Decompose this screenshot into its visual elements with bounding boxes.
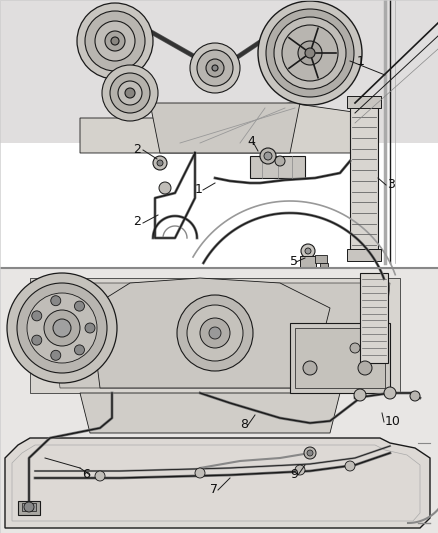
Circle shape <box>159 182 171 194</box>
Circle shape <box>111 37 119 45</box>
Circle shape <box>264 152 272 160</box>
Circle shape <box>305 248 311 254</box>
Circle shape <box>295 465 305 475</box>
Circle shape <box>190 43 240 93</box>
Circle shape <box>44 310 80 346</box>
Circle shape <box>275 156 285 166</box>
Text: 5: 5 <box>290 255 298 268</box>
Circle shape <box>27 293 97 363</box>
Text: 10: 10 <box>385 415 401 428</box>
Circle shape <box>118 81 142 105</box>
Circle shape <box>157 160 163 166</box>
Text: 8: 8 <box>240 418 248 431</box>
Circle shape <box>307 450 313 456</box>
Bar <box>315 255 327 263</box>
Bar <box>320 263 328 268</box>
Circle shape <box>77 3 153 79</box>
Circle shape <box>195 468 205 478</box>
Circle shape <box>125 88 135 98</box>
Circle shape <box>410 391 420 401</box>
Bar <box>350 103 378 253</box>
Text: 1: 1 <box>357 55 365 68</box>
Polygon shape <box>80 393 340 433</box>
Circle shape <box>354 389 366 401</box>
Bar <box>360 273 388 363</box>
Circle shape <box>384 387 396 399</box>
Polygon shape <box>30 278 400 393</box>
Circle shape <box>53 319 71 337</box>
Circle shape <box>24 502 34 512</box>
Text: 7: 7 <box>210 483 218 496</box>
Circle shape <box>206 59 224 77</box>
Circle shape <box>74 345 85 355</box>
Bar <box>295 328 385 388</box>
Polygon shape <box>0 268 438 533</box>
Circle shape <box>303 361 317 375</box>
Circle shape <box>258 1 362 105</box>
Bar <box>22 503 36 511</box>
Polygon shape <box>150 103 300 153</box>
Circle shape <box>102 65 158 121</box>
Circle shape <box>7 273 117 383</box>
Circle shape <box>358 361 372 375</box>
Circle shape <box>105 31 125 51</box>
Circle shape <box>51 350 61 360</box>
Circle shape <box>209 327 221 339</box>
Circle shape <box>177 295 253 371</box>
Circle shape <box>85 323 95 333</box>
Polygon shape <box>90 278 330 388</box>
Text: 1: 1 <box>195 183 203 196</box>
Bar <box>250 156 305 178</box>
Circle shape <box>85 11 145 71</box>
Circle shape <box>110 73 150 113</box>
Bar <box>347 249 381 261</box>
Bar <box>290 323 390 393</box>
Circle shape <box>95 21 135 61</box>
Bar <box>347 96 381 108</box>
Circle shape <box>197 50 233 86</box>
Polygon shape <box>0 0 438 143</box>
Polygon shape <box>5 438 430 528</box>
Text: 4: 4 <box>247 135 255 148</box>
Circle shape <box>95 471 105 481</box>
Circle shape <box>200 318 230 348</box>
Bar <box>300 256 316 268</box>
Circle shape <box>153 156 167 170</box>
Text: 6: 6 <box>82 468 90 481</box>
Circle shape <box>282 25 338 81</box>
Polygon shape <box>80 103 360 153</box>
Circle shape <box>74 301 85 311</box>
Circle shape <box>298 41 322 65</box>
Text: 9: 9 <box>290 468 298 481</box>
Circle shape <box>17 283 107 373</box>
Circle shape <box>51 296 61 306</box>
Circle shape <box>260 148 276 164</box>
Circle shape <box>350 343 360 353</box>
Circle shape <box>345 461 355 471</box>
Circle shape <box>304 447 316 459</box>
Circle shape <box>305 48 315 58</box>
Text: 2: 2 <box>133 215 141 228</box>
Bar <box>18 501 40 515</box>
Polygon shape <box>50 283 390 388</box>
Circle shape <box>212 65 218 71</box>
Circle shape <box>187 305 243 361</box>
Text: 3: 3 <box>387 178 395 191</box>
Circle shape <box>301 244 315 258</box>
Circle shape <box>32 335 42 345</box>
Text: 2: 2 <box>133 143 141 156</box>
Circle shape <box>274 17 346 89</box>
Circle shape <box>266 9 354 97</box>
Circle shape <box>32 311 42 321</box>
